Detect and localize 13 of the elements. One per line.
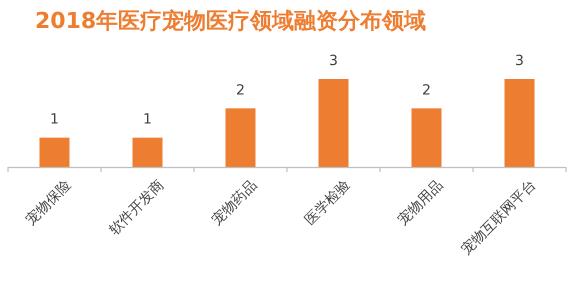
- x-tick-label: 宠物保险: [23, 177, 74, 228]
- data-label: 1: [50, 112, 59, 128]
- x-tick-label: 宠物药品: [209, 177, 260, 228]
- x-tick-label: 软件开发商: [106, 177, 168, 238]
- x-tick-label: 宠物互联网平台: [458, 177, 540, 258]
- x-tick-label: 宠物用品: [395, 177, 446, 228]
- chart-title: 2018年医疗宠物医疗领域融资分布领域: [35, 8, 426, 34]
- x-tick-label: 医学检验: [302, 177, 354, 228]
- data-label: 2: [236, 82, 245, 98]
- data-label: 2: [422, 82, 431, 98]
- data-label: 1: [143, 112, 152, 128]
- data-label: 3: [329, 53, 338, 69]
- data-label: 3: [515, 53, 524, 69]
